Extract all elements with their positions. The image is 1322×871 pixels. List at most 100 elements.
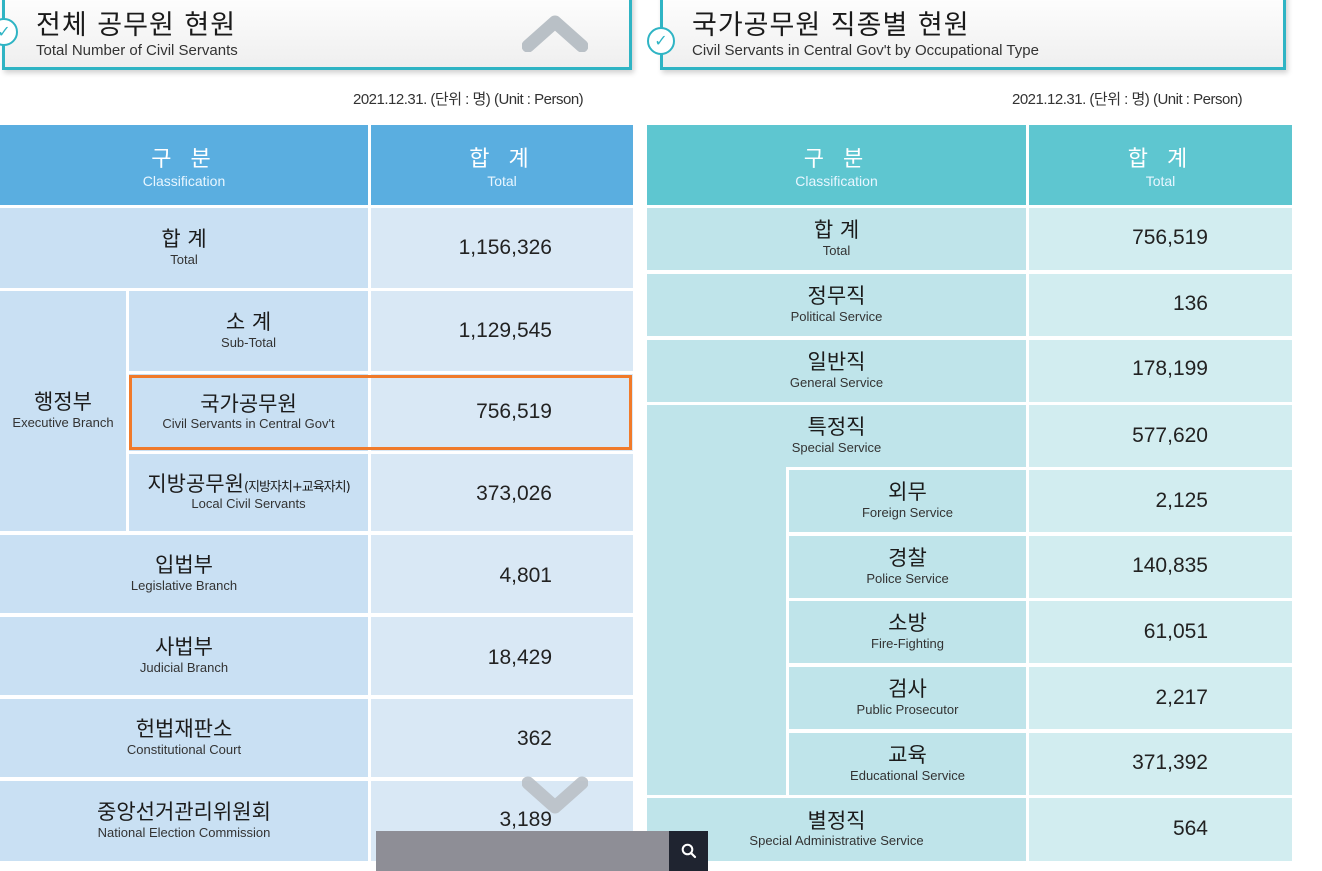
table-row-label: 교육 Educational Service xyxy=(789,733,1026,795)
search-icon xyxy=(681,843,696,859)
table-row-value xyxy=(371,208,633,288)
chevron-up-icon[interactable] xyxy=(522,12,588,52)
row-label-en: General Service xyxy=(789,374,884,390)
row-value: 178,199 xyxy=(1132,357,1208,380)
row-label-kr: 합 계 xyxy=(161,227,207,252)
table-row-value xyxy=(1029,536,1292,598)
row-value: 564 xyxy=(1172,817,1208,840)
row-label-en: Civil Servants in Central Gov't xyxy=(162,416,335,432)
row-label-kr: 소방 xyxy=(888,611,927,636)
row-label-en: Legislative Branch xyxy=(130,577,238,593)
left-panel-subtitle: Total Number of Civil Servants xyxy=(36,42,238,59)
row-label-en: Constitutional Court xyxy=(126,741,242,757)
table-row-label: 입법부 Legislative Branch xyxy=(0,535,368,613)
left-panel-header xyxy=(2,0,632,70)
table-row-value xyxy=(371,699,633,777)
local-label-note: (지방자치+교육자치) xyxy=(243,479,351,495)
row-value: 2,217 xyxy=(1155,686,1208,709)
row-label-en: Judicial Branch xyxy=(139,659,229,675)
row-label-kr: 외무 xyxy=(888,480,927,505)
row-label-en: Sub-Total xyxy=(221,334,276,350)
row-label-en: Local Civil Servants xyxy=(191,496,306,512)
table-row-value xyxy=(371,454,633,531)
right-date-note: 2021.12.31. (단위 : 명) (Unit : Person) xyxy=(1012,91,1243,108)
header-label-en: Classification xyxy=(142,173,226,189)
search-button[interactable] xyxy=(669,831,708,871)
table-row-value xyxy=(1029,601,1292,663)
header-label-en: Classification xyxy=(795,173,878,189)
row-label-en: Political Service xyxy=(790,308,883,324)
table-row-value xyxy=(1029,733,1292,795)
table-row-value xyxy=(1029,798,1292,861)
row-value: 140,835 xyxy=(1132,554,1208,577)
check-circle-icon: ✓ xyxy=(647,27,675,55)
row-label-kr: 정무직 xyxy=(807,284,866,309)
header-label: 구 분 xyxy=(803,147,870,172)
right-header-total: 합 계 Total xyxy=(1029,125,1292,205)
header-label-en: Total xyxy=(1145,173,1176,189)
table-row-label: 지방공무원(지방자치+교육자치) Local Civil Servants xyxy=(129,454,368,531)
table-row-label: 소 계 Sub-Total xyxy=(129,291,368,371)
row-label-en: Educational Service xyxy=(850,767,965,783)
table-row-value xyxy=(1029,667,1292,729)
table-row-value xyxy=(371,291,633,371)
row-label-kr: 사법부 xyxy=(155,635,213,660)
header-label: 합 계 xyxy=(1127,147,1194,172)
table-row-label: 소방 Fire-Fighting xyxy=(789,601,1026,663)
table-row-label: 국가공무원 Civil Servants in Central Gov't xyxy=(129,374,368,451)
row-label-en: National Election Commission xyxy=(97,824,271,840)
left-date-note: 2021.12.31. (단위 : 명) (Unit : Person) xyxy=(353,91,584,108)
row-value: 577,620 xyxy=(1132,424,1208,447)
row-label-kr: 지방공무원(지방자치+교육자치) xyxy=(147,471,351,496)
row-label-en: Special Administrative Service xyxy=(749,833,924,849)
row-value: 2,125 xyxy=(1155,489,1208,512)
table-row-value xyxy=(1029,470,1292,532)
row-label-en: Special Service xyxy=(791,439,882,455)
row-label-kr: 행정부 xyxy=(34,390,92,415)
chevron-down-icon[interactable] xyxy=(522,775,588,815)
table-row-label: 사법부 Judicial Branch xyxy=(0,617,368,695)
table-row-value xyxy=(371,374,633,451)
table-row-label: 경찰 Police Service xyxy=(789,536,1026,598)
row-label-kr: 소 계 xyxy=(225,310,272,335)
table-row-label: 합 계 Total xyxy=(647,208,1026,270)
row-label-kr: 국가공무원 xyxy=(200,391,297,416)
local-label: 지방공무원 xyxy=(147,471,244,496)
row-label-en: Executive Branch xyxy=(12,414,114,430)
header-label: 합 계 xyxy=(469,147,535,172)
check-circle-icon: ✓ xyxy=(0,18,18,46)
table-row-label: 별정직 Special Administrative Service xyxy=(647,798,1026,861)
row-value: 61,051 xyxy=(1143,620,1208,643)
table-row-value xyxy=(371,535,633,613)
row-label-kr: 경찰 xyxy=(888,546,927,571)
row-label-kr: 검사 xyxy=(888,677,927,702)
executive-branch-label: 행정부 Executive Branch xyxy=(0,291,126,531)
row-label-kr: 입법부 xyxy=(155,553,213,578)
header-label: 구 분 xyxy=(151,147,217,172)
row-value: 362 xyxy=(516,727,552,750)
right-panel-header xyxy=(660,0,1286,70)
table-row-label: 중앙선거관리위원회 National Election Commission xyxy=(0,781,368,861)
row-value: 756,519 xyxy=(476,400,552,423)
table-row-value xyxy=(1029,405,1292,467)
right-panel-subtitle: Civil Servants in Central Gov't by Occup… xyxy=(692,42,1039,59)
row-value: 4,801 xyxy=(499,564,552,587)
table-row-value xyxy=(371,617,633,695)
table-row-label: 정무직 Political Service xyxy=(647,274,1026,336)
search-input[interactable] xyxy=(376,831,708,871)
table-row-value xyxy=(1029,340,1292,402)
left-header-classification: 구 분 Classification xyxy=(0,125,368,205)
row-label-kr: 교육 xyxy=(888,743,927,768)
row-value: 1,129,545 xyxy=(458,319,552,342)
row-value: 3,189 xyxy=(499,808,552,831)
row-label-kr: 중앙선거관리위원회 xyxy=(97,800,271,825)
left-header-total: 합 계 Total xyxy=(371,125,633,205)
special-service-strip xyxy=(647,405,786,795)
row-label-en: Police Service xyxy=(866,570,949,586)
left-panel-title: 전체 공무원 현원 xyxy=(36,10,237,41)
row-label-en: Total xyxy=(170,251,198,267)
table-row-label: 외무 Foreign Service xyxy=(789,470,1026,532)
table-row-value xyxy=(1029,274,1292,336)
row-label-en: Public Prosecutor xyxy=(856,701,959,717)
row-label-en: Total xyxy=(822,242,851,258)
